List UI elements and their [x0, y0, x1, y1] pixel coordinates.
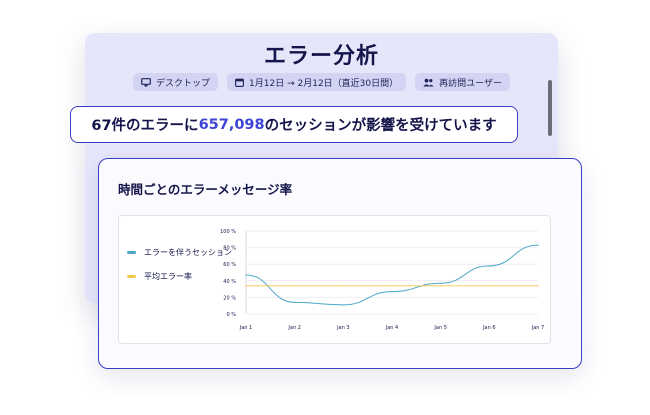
data-point-average	[342, 285, 344, 287]
x-tick-label: Jan 6	[482, 325, 495, 331]
x-tick-label: Jan 7	[531, 325, 544, 331]
filter-date-range-label: 1月12日 → 2月12日（直近30日間）	[249, 78, 399, 89]
data-point-sessions	[537, 244, 539, 246]
y-tick-label: 0 %	[226, 312, 236, 318]
legend-item-average: 平均エラー率	[127, 270, 232, 282]
data-point-sessions	[488, 265, 490, 267]
series-line-sessions	[245, 244, 539, 306]
filter-device[interactable]: デスクトップ	[133, 73, 219, 91]
x-tick-label: Jan 1	[239, 325, 252, 331]
data-point-sessions	[245, 274, 247, 276]
y-tick-label: 80 %	[223, 246, 236, 252]
legend-label-sessions: エラーを伴うセッション	[144, 247, 232, 257]
legend-item-sessions: エラーを伴うセッション	[127, 246, 232, 258]
calendar-icon	[235, 78, 244, 87]
legend-swatch-average	[127, 274, 136, 278]
filter-device-label: デスクトップ	[156, 78, 211, 89]
headline-suffix: のセッションが影響を受けています	[264, 118, 497, 134]
headline-summary: 67件のエラーに 657,098 のセッションが影響を受けています	[70, 106, 518, 143]
users-icon	[423, 78, 434, 87]
line-chart: 100 % 80 % 60 % 40 % 20 % 0 % Jan 1 Jan 2 Jan 3 J…	[220, 229, 544, 331]
chart-card-title: 時間ごとのエラーメッセージ率	[118, 182, 293, 197]
data-point-average	[245, 285, 247, 287]
x-tick-label: Jan 3	[336, 325, 349, 331]
data-point-average	[488, 285, 490, 287]
data-point-sessions	[391, 290, 393, 293]
y-tick-label: 40 %	[223, 279, 236, 285]
filter-bar: デスクトップ 1月12日 → 2月12日（直近30日間） 再訪問ユーザー	[85, 73, 558, 91]
y-tick-label: 100 %	[220, 229, 236, 235]
affected-sessions-count: 657,098	[198, 116, 265, 133]
chart-card: 時間ごとのエラーメッセージ率 エラーを伴うセッション 平均エラー率 100 % 8…	[98, 158, 582, 369]
desktop-icon	[141, 77, 151, 87]
legend-label-average: 平均エラー率	[144, 271, 192, 281]
filter-date-range[interactable]: 1月12日 → 2月12日（直近30日間）	[227, 73, 407, 91]
y-tick-label: 60 %	[223, 262, 236, 268]
data-point-average	[440, 285, 442, 287]
data-point-average	[537, 285, 539, 287]
data-point-average	[294, 285, 296, 287]
chart-container: エラーを伴うセッション 平均エラー率 100 % 80 % 60 % 40 % 20 %…	[118, 215, 551, 344]
data-point-sessions	[440, 282, 442, 284]
page-title: エラー分析	[263, 44, 379, 69]
filter-users[interactable]: 再訪問ユーザー	[415, 73, 510, 91]
x-tick-label: Jan 2	[287, 325, 300, 331]
data-point-sessions	[294, 301, 296, 303]
chart-legend: エラーを伴うセッション 平均エラー率	[127, 246, 232, 294]
headline-prefix: 67件のエラーに	[91, 118, 199, 134]
data-point-sessions	[342, 304, 344, 306]
x-tick-label: Jan 4	[385, 325, 398, 331]
scrollbar[interactable]	[548, 80, 552, 136]
legend-swatch-sessions	[127, 250, 136, 254]
x-tick-label: Jan 5	[433, 325, 446, 331]
data-point-average	[391, 285, 393, 287]
y-tick-label: 20 %	[223, 295, 236, 301]
filter-users-label: 再訪問ユーザー	[439, 78, 502, 89]
